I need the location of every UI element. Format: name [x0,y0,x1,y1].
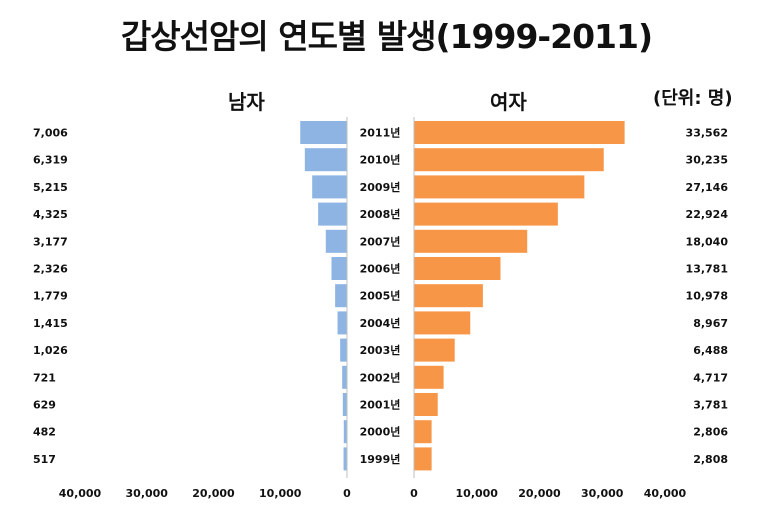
male-axis-tick: 0 [343,487,351,500]
female-value-label: 6,488 [693,344,728,357]
female-value-label: 33,562 [686,127,728,140]
chart-title: 갑상선암의 연도별 발생(1999-2011) [120,17,653,56]
male-axis-tick: 20,000 [192,487,235,500]
male-bar [325,229,347,253]
year-label: 2008년 [360,207,401,221]
year-label: 1999년 [360,452,401,466]
year-label: 2002년 [360,370,401,384]
male-value-label: 517 [33,453,56,466]
male-value-label: 1,779 [33,290,68,303]
year-label: 2007년 [360,234,401,248]
year-label: 2003년 [360,343,401,357]
year-label: 2000년 [360,425,401,439]
female-bar [414,447,432,471]
female-value-label: 10,978 [686,290,728,303]
male-bar [335,284,347,308]
year-label: 2004년 [360,316,401,330]
year-label: 2005년 [360,289,401,303]
male-bar [312,175,347,199]
female-panel-label: 여자 [490,90,527,114]
male-bar [337,311,347,335]
female-value-label: 3,781 [693,399,728,412]
male-value-label: 482 [33,426,56,439]
female-bar [414,284,483,308]
male-value-label: 6,319 [33,154,68,167]
female-axis-tick: 0 [410,487,418,500]
female-bar [414,257,501,280]
male-axis-tick: 30,000 [126,487,169,500]
female-bar [414,121,625,144]
female-value-label: 2,806 [693,426,728,439]
male-value-label: 2,326 [33,263,68,276]
year-label: 2009년 [360,180,401,194]
male-axis-tick: 40,000 [59,487,102,500]
female-axis-tick: 30,000 [581,487,624,500]
male-bar [340,338,347,362]
male-value-label: 1,026 [33,344,68,357]
male-bar [342,365,347,389]
female-value-label: 4,717 [693,371,728,384]
male-value-label: 721 [33,371,56,384]
male-bar [304,148,347,172]
female-value-label: 30,235 [686,154,728,167]
male-value-label: 7,006 [33,127,68,140]
male-value-label: 629 [33,399,56,412]
female-axis-tick: 40,000 [644,487,687,500]
female-axis-tick: 10,000 [456,487,499,500]
female-axis-tick: 20,000 [518,487,561,500]
female-bar [414,365,444,389]
male-value-label: 3,177 [33,235,68,248]
female-value-label: 22,924 [686,208,729,221]
female-value-label: 2,808 [693,453,728,466]
male-bar [318,202,347,226]
female-bar [414,338,455,362]
female-bar [414,393,438,416]
female-value-label: 27,146 [686,181,729,194]
male-value-label: 4,325 [33,208,68,221]
male-value-label: 1,415 [33,317,68,330]
male-axis-tick: 10,000 [259,487,302,500]
male-bar [343,447,347,471]
year-label: 2006년 [360,262,401,276]
female-value-label: 13,781 [686,263,728,276]
female-bar [414,148,604,172]
male-panel-label: 남자 [228,90,265,114]
female-bar [414,175,585,199]
female-bar [414,311,471,335]
year-label: 2010년 [360,153,401,167]
male-bar [342,393,347,416]
male-bar [300,121,347,144]
female-bar [414,229,528,253]
year-label: 2011년 [360,126,401,140]
unit-label: (단위: 명) [653,88,733,109]
female-bar [414,202,558,226]
male-bar [331,257,347,280]
female-value-label: 8,967 [693,317,728,330]
male-bar [343,420,347,444]
year-label: 2001년 [360,398,401,412]
female-value-label: 18,040 [686,235,729,248]
male-value-label: 5,215 [33,181,68,194]
female-bar [414,420,432,444]
